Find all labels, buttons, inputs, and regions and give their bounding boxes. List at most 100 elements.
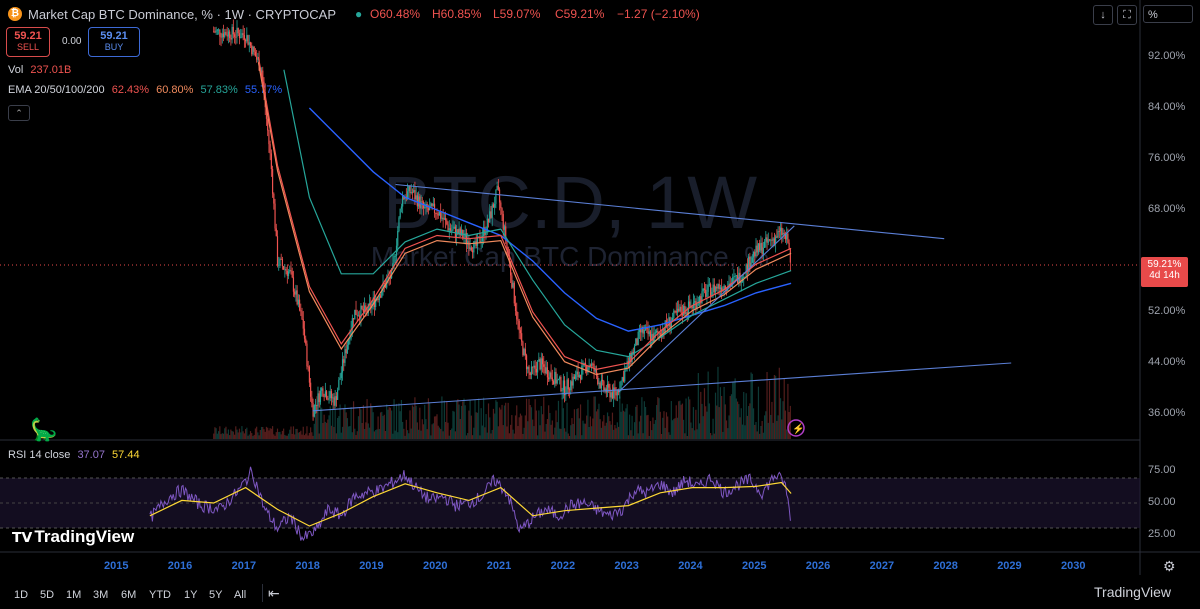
candle-body [334, 396, 336, 406]
candle-body [670, 321, 672, 328]
volume-bar [762, 432, 764, 439]
ema20-value: 62.43% [111, 84, 150, 96]
candle-body [495, 190, 497, 204]
volume-bar [673, 418, 675, 439]
candle-body [561, 390, 563, 392]
volume-bar [258, 435, 260, 439]
chart-settings-icon[interactable]: ⚙ [1163, 558, 1176, 574]
volume-bar [237, 432, 239, 439]
candle-body [779, 227, 782, 232]
candle-body [427, 208, 430, 211]
volume-bar [355, 435, 357, 439]
candle-body [740, 282, 742, 284]
y-tick-label: 92.00% [1148, 50, 1186, 62]
volume-bar [447, 422, 449, 439]
candle-body [360, 305, 362, 319]
range-button-5d[interactable]: 5D [40, 589, 55, 601]
candle-body [237, 27, 239, 34]
candle-body [689, 301, 691, 307]
volume-bar [343, 408, 345, 439]
volume-bar [695, 409, 697, 439]
volume-bar [325, 422, 328, 439]
volume-bar [415, 405, 417, 439]
volume-bar [638, 421, 641, 439]
ema-label: EMA 20/50/100/200 [8, 84, 105, 96]
range-button-3m[interactable]: 3M [93, 589, 109, 601]
volume-bar [592, 418, 594, 439]
volume-bar [741, 424, 744, 439]
sell-button[interactable]: 59.21 SELL [6, 27, 50, 57]
candle-body [372, 297, 374, 304]
volume-bar [629, 414, 631, 439]
volume-bar [534, 399, 536, 439]
volume-bar [346, 418, 349, 439]
ohlc-change: −1.27 (−2.10%) [617, 7, 700, 21]
volume-bar [500, 409, 502, 439]
candle-body [416, 195, 418, 207]
candle-body [245, 39, 247, 42]
volume-bar [643, 401, 645, 439]
ema100-line [283, 69, 792, 358]
download-button[interactable]: ↓ [1093, 5, 1113, 25]
symbol-title[interactable]: Market Cap BTC Dominance, % · 1W · CRYPT… [28, 7, 336, 22]
volume-bar [718, 407, 720, 439]
volume-bar [411, 405, 414, 439]
candle-body [314, 404, 317, 406]
candle-body [483, 227, 485, 237]
volume-bar [670, 401, 672, 439]
candle-body [321, 388, 323, 391]
candle-body [560, 377, 562, 392]
range-button-1m[interactable]: 1M [66, 589, 82, 601]
buy-button[interactable]: 59.21 BUY [88, 27, 140, 57]
candle-body [352, 318, 355, 320]
volume-bar [437, 425, 439, 439]
candle-body [767, 239, 769, 243]
rsi-value: 37.07 [77, 449, 105, 461]
volume-bar [648, 435, 650, 439]
volume-bar [421, 419, 423, 439]
volume-bar [706, 411, 708, 439]
volume-bar [730, 394, 733, 439]
date-range-icon[interactable]: ⇤ [268, 585, 280, 601]
range-button-ytd[interactable]: YTD [149, 589, 171, 601]
volume-bar [545, 423, 547, 439]
volume-bar [636, 404, 638, 439]
x-tick-label: 2029 [997, 560, 1022, 572]
volume-bar [663, 411, 665, 439]
volume-bar [322, 422, 324, 439]
trendline [395, 183, 945, 240]
volume-bar [765, 411, 767, 439]
candle-body [236, 27, 238, 37]
volume-bar [330, 425, 333, 439]
ema50-line [257, 61, 792, 376]
candle-body [454, 226, 457, 238]
candle-body [626, 361, 628, 368]
range-button-1y[interactable]: 1Y [184, 589, 198, 601]
volume-legend[interactable]: Vol 237.01B [8, 64, 71, 76]
volume-bar [463, 398, 465, 439]
candle-body [641, 326, 643, 333]
volume-bar [621, 403, 623, 439]
fullscreen-button[interactable]: ⛶ [1117, 5, 1137, 25]
candle-body [476, 236, 479, 246]
candle-body [723, 285, 725, 289]
volume-bar [430, 435, 432, 439]
range-button-5y[interactable]: 5Y [209, 589, 223, 601]
candle-body [642, 326, 644, 334]
volume-bar [541, 414, 544, 439]
percent-scale-button[interactable]: % [1143, 5, 1193, 23]
volume-bar [543, 396, 545, 439]
candle-body [292, 277, 295, 292]
range-button-1d[interactable]: 1D [14, 589, 29, 601]
volume-bar [229, 435, 231, 439]
range-button-all[interactable]: All [234, 589, 247, 601]
candle-body [417, 196, 420, 207]
volume-bar [281, 430, 284, 439]
rsi-legend[interactable]: RSI 14 close 37.07 57.44 [8, 449, 140, 461]
volume-bar [717, 366, 719, 439]
range-button-6m[interactable]: 6M [121, 589, 137, 601]
volume-bar [732, 382, 734, 439]
volume-bar [566, 402, 568, 439]
collapse-legend-button[interactable]: ⌃ [8, 105, 30, 121]
